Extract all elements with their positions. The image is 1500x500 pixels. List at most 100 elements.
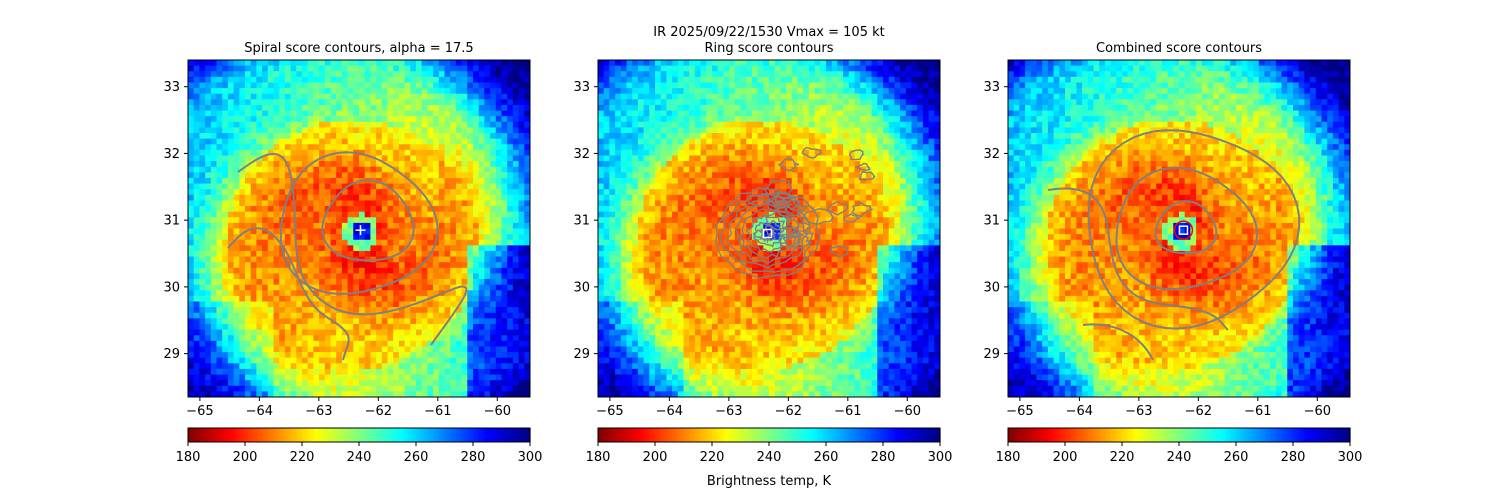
colorbar-swatch — [393, 428, 397, 442]
heatmap-cell — [655, 65, 662, 72]
heatmap-cell — [512, 222, 520, 230]
heatmap-cell — [632, 177, 639, 185]
heatmap-cell — [615, 155, 622, 162]
heatmap-cell — [284, 155, 292, 162]
heatmap-cell — [245, 200, 252, 207]
heatmap-cell — [438, 340, 446, 348]
heatmap-cell — [296, 65, 303, 72]
heatmap-cell — [313, 380, 320, 387]
heatmap-cell — [302, 121, 309, 128]
heatmap-cell — [256, 211, 263, 218]
heatmap-cell — [461, 357, 468, 364]
heatmap-cell — [341, 318, 349, 325]
heatmap-cell — [603, 133, 610, 140]
heatmap-cell — [444, 183, 451, 190]
heatmap-cell — [319, 127, 326, 134]
heatmap-cell — [461, 200, 468, 207]
colorbar-swatch — [319, 428, 323, 442]
heatmap-cell — [199, 116, 206, 123]
heatmap-cell — [250, 138, 257, 145]
heatmap-cell — [188, 256, 195, 263]
heatmap-cell — [598, 144, 605, 151]
heatmap-cell — [307, 60, 314, 67]
heatmap-cell — [677, 301, 685, 308]
heatmap-cell — [370, 290, 377, 297]
heatmap-cell — [245, 357, 252, 364]
heatmap-cell — [267, 200, 275, 207]
heatmap-cell — [222, 155, 229, 162]
heatmap-cell — [478, 385, 485, 392]
heatmap-cell — [256, 301, 263, 308]
heatmap-cell — [706, 245, 713, 252]
heatmap-cell — [193, 284, 200, 291]
heatmap-cell — [279, 104, 286, 112]
heatmap-cell — [615, 368, 622, 376]
heatmap-cell — [290, 234, 297, 241]
heatmap-cell — [609, 273, 616, 280]
heatmap-cell — [518, 273, 525, 280]
heatmap-cell — [341, 88, 349, 95]
heatmap-cell — [660, 250, 667, 258]
heatmap-cell — [683, 177, 690, 185]
colorbar-swatch — [344, 428, 349, 442]
heatmap-cell — [410, 194, 417, 202]
heatmap-cell — [433, 166, 440, 173]
heatmap-cell — [524, 183, 530, 190]
heatmap-cell — [364, 380, 371, 387]
heatmap-cell — [364, 121, 371, 128]
heatmap-cell — [188, 144, 195, 151]
heatmap-cell — [467, 99, 474, 106]
heatmap-cell — [284, 228, 292, 235]
heatmap-cell — [666, 88, 673, 95]
heatmap-cell — [421, 183, 428, 190]
heatmap-cell — [689, 262, 696, 269]
heatmap-cell — [199, 340, 206, 348]
heatmap-cell — [245, 60, 252, 67]
heatmap-cell — [199, 88, 206, 95]
heatmap-cell — [450, 110, 457, 117]
heatmap-cell — [677, 194, 685, 202]
heatmap-cell — [233, 391, 240, 397]
heatmap-cell — [279, 318, 286, 325]
heatmap-cell — [677, 82, 685, 89]
heatmap-cell — [404, 301, 411, 308]
heatmap-cell — [370, 346, 377, 353]
heatmap-cell — [666, 323, 673, 331]
heatmap-cell — [387, 329, 394, 336]
heatmap-cell — [484, 352, 491, 359]
heatmap-cell — [341, 183, 349, 190]
heatmap-cell — [461, 82, 468, 89]
heatmap-cell — [484, 88, 491, 95]
heatmap-cell — [364, 110, 371, 117]
heatmap-cell — [438, 385, 446, 392]
heatmap-cell — [330, 206, 337, 213]
heatmap-cell — [336, 82, 343, 89]
heatmap-cell — [216, 290, 223, 297]
heatmap-cell — [381, 99, 389, 106]
heatmap-cell — [643, 329, 650, 336]
heatmap-cell — [603, 76, 610, 84]
heatmap-cell — [438, 262, 446, 269]
heatmap-cell — [655, 385, 662, 392]
heatmap-cell — [490, 155, 497, 162]
heatmap-cell — [609, 346, 616, 353]
heatmap-cell — [216, 273, 223, 280]
heatmap-cell — [609, 206, 616, 213]
heatmap-cell — [473, 99, 480, 106]
heatmap-cell — [290, 357, 297, 364]
heatmap-cell — [199, 200, 206, 207]
heatmap-cell — [421, 206, 428, 213]
heatmap-cell — [450, 290, 457, 297]
heatmap-cell — [507, 127, 514, 134]
heatmap-cell — [233, 346, 240, 353]
heatmap-cell — [518, 256, 525, 263]
heatmap-cell — [473, 352, 480, 359]
heatmap-cell — [461, 301, 468, 308]
heatmap-cell — [199, 329, 206, 336]
heatmap-cell — [666, 307, 673, 314]
heatmap-cell — [398, 189, 406, 196]
heatmap-cell — [455, 234, 463, 241]
heatmap-cell — [450, 116, 457, 123]
heatmap-cell — [256, 93, 263, 100]
heatmap-cell — [626, 99, 633, 106]
